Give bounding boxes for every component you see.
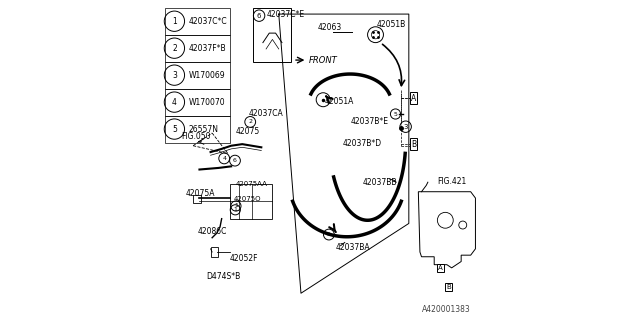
- Text: 6: 6: [233, 158, 237, 163]
- Text: 3: 3: [172, 71, 177, 80]
- Text: 42075: 42075: [236, 127, 260, 136]
- Text: 3: 3: [403, 124, 408, 130]
- Text: 42037C*C: 42037C*C: [188, 17, 227, 26]
- Text: 42052F: 42052F: [230, 254, 258, 263]
- Text: D474S*B: D474S*B: [206, 272, 240, 281]
- Text: 5: 5: [327, 232, 331, 237]
- Text: 42051A: 42051A: [324, 98, 354, 107]
- Bar: [164, 89, 230, 116]
- Text: 42075A: 42075A: [185, 189, 214, 198]
- Text: 42037BB: 42037BB: [363, 178, 397, 188]
- Text: 5: 5: [172, 124, 177, 133]
- Text: 5: 5: [394, 111, 397, 116]
- Text: 42037CA: 42037CA: [248, 109, 284, 118]
- Text: FRONT: FRONT: [309, 56, 338, 65]
- Text: A: A: [411, 94, 416, 103]
- Text: FIG.050: FIG.050: [181, 132, 211, 141]
- Text: 42086C: 42086C: [198, 227, 227, 236]
- Text: A420001383: A420001383: [422, 305, 470, 314]
- Bar: [164, 35, 230, 62]
- Text: 42037F*B: 42037F*B: [188, 44, 226, 53]
- Text: A: A: [438, 265, 443, 271]
- Text: 1: 1: [234, 207, 237, 212]
- Text: 2: 2: [248, 119, 252, 124]
- Text: 1: 1: [234, 204, 238, 209]
- Text: B: B: [411, 140, 416, 148]
- Polygon shape: [419, 192, 476, 268]
- Bar: [164, 8, 230, 35]
- Text: 42037BA: 42037BA: [335, 244, 370, 252]
- Text: 42051B: 42051B: [377, 20, 406, 29]
- Bar: [230, 184, 273, 219]
- Text: FIG.421: FIG.421: [437, 177, 467, 186]
- Text: 42037B*E: 42037B*E: [351, 116, 389, 125]
- Text: 2: 2: [172, 44, 177, 53]
- Text: 6: 6: [257, 13, 261, 19]
- Bar: [164, 62, 230, 89]
- Bar: [193, 195, 201, 203]
- Text: 26557N: 26557N: [188, 124, 218, 133]
- Text: B: B: [446, 284, 451, 290]
- Text: W170069: W170069: [188, 71, 225, 80]
- Text: 4: 4: [222, 156, 226, 161]
- Bar: [164, 116, 230, 142]
- Text: 42075AA: 42075AA: [236, 181, 268, 187]
- Text: 42063: 42063: [317, 23, 342, 32]
- Text: 42037C*E: 42037C*E: [267, 10, 305, 19]
- Bar: [211, 247, 218, 257]
- Text: 4: 4: [172, 98, 177, 107]
- Text: 42037B*D: 42037B*D: [343, 139, 382, 148]
- Text: W170070: W170070: [188, 98, 225, 107]
- Text: 1: 1: [172, 17, 177, 26]
- Bar: [253, 8, 291, 62]
- Text: 42075O: 42075O: [234, 196, 260, 202]
